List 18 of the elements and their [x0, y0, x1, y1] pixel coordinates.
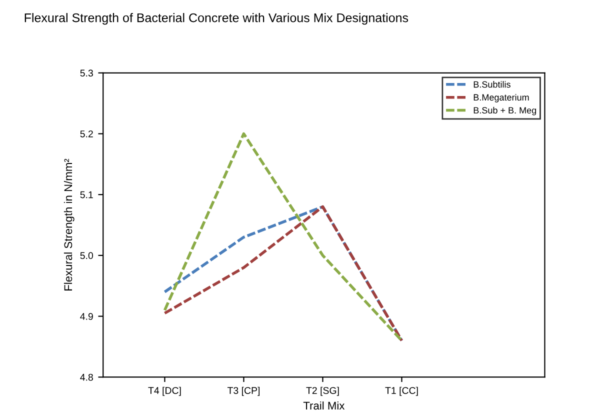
legend-label: B.Megaterium	[474, 94, 529, 102]
line-series	[163, 132, 404, 342]
chart-title: Flexural Strength of Bacterial Concrete with Various Mix Designations	[24, 13, 408, 25]
x-tick-label: T1 [CC]	[385, 386, 418, 396]
y-tick-label: 5.0	[80, 252, 94, 260]
x-tick-label: T4 [DC]	[148, 386, 181, 396]
legend-label: B.Subtilis	[474, 81, 510, 88]
line-series	[163, 205, 404, 342]
y-tick-label: 5.2	[80, 130, 93, 138]
y-axis-title: Flexural Strength in N/mm²	[64, 158, 74, 290]
y-tick-label: 4.9	[80, 312, 93, 320]
y-tick-label: 4.8	[80, 374, 93, 381]
x-axis-title: Trail Mix	[303, 401, 345, 410]
legend-label: B.Sub + B. Meg	[474, 106, 536, 116]
y-tick-label: 5.3	[80, 70, 93, 77]
x-tick-label: T3 [CP]	[227, 386, 260, 396]
y-tick-label: 5.1	[80, 191, 93, 198]
x-tick-label: T2 [SG]	[306, 386, 339, 396]
